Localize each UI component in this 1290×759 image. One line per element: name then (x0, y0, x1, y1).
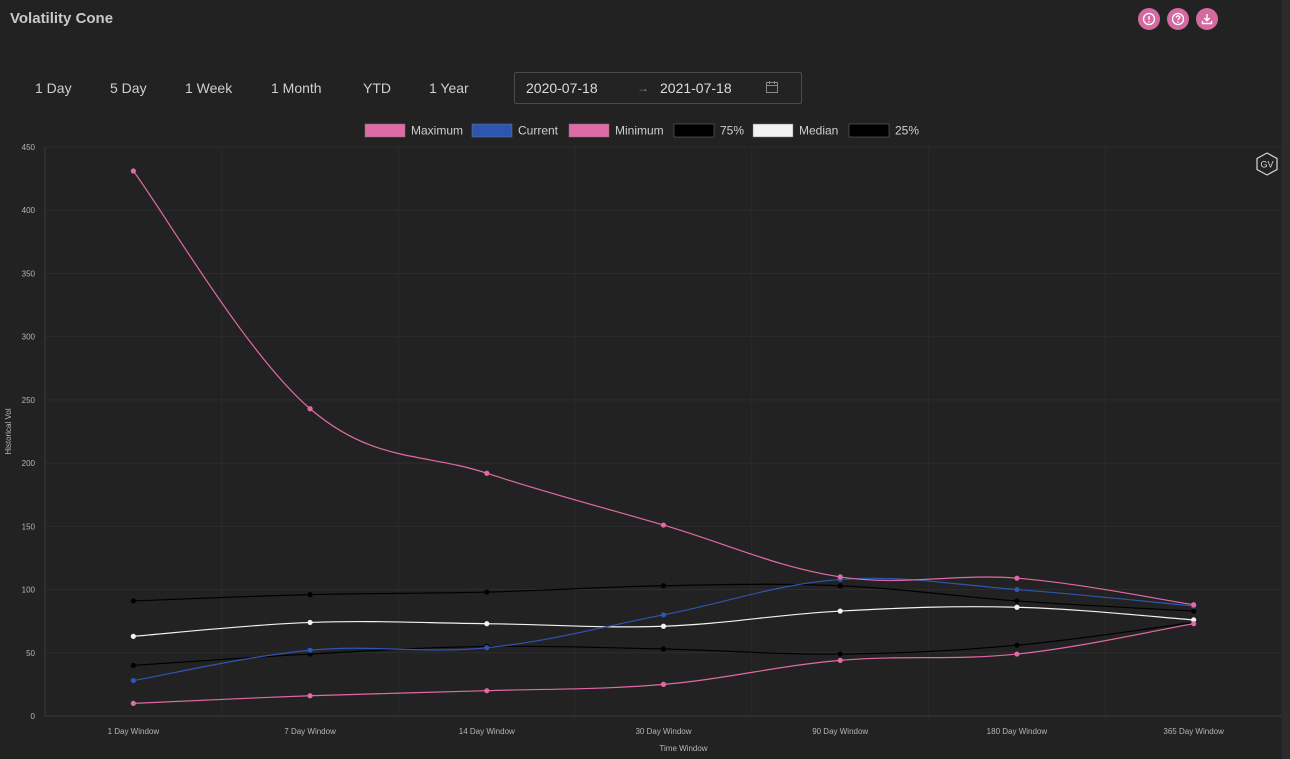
data-point-median (484, 621, 490, 627)
y-tick-label: 250 (22, 396, 36, 405)
data-point-75pct (130, 598, 136, 604)
download-icon (1201, 14, 1213, 25)
info-icon (1142, 12, 1156, 26)
legend-label-25pct: 25% (895, 124, 919, 138)
legend-swatch-75pct (673, 123, 715, 138)
data-point-current (130, 677, 136, 684)
x-tick-label: 365 Day Window (1163, 727, 1224, 736)
series-line-current (133, 577, 1194, 682)
data-point-current (1014, 586, 1020, 593)
info-button[interactable] (1138, 8, 1160, 30)
legend-swatch-maximum (364, 123, 406, 138)
range-5-day-button[interactable]: 5 Day (110, 80, 147, 96)
data-point-minimum (484, 688, 490, 694)
legend-swatch-minimum (568, 123, 610, 138)
x-tick-label: 1 Day Window (108, 727, 160, 736)
help-button[interactable] (1167, 8, 1189, 30)
data-point-maximum (1191, 602, 1197, 608)
data-point-75pct (837, 583, 843, 589)
legend-label-maximum: Maximum (411, 124, 463, 138)
data-point-maximum (307, 406, 313, 412)
range-1-day-button[interactable]: 1 Day (35, 80, 72, 96)
x-tick-label: 7 Day Window (284, 727, 336, 736)
download-button[interactable] (1196, 8, 1218, 30)
date-range-picker[interactable]: 2020-07-18 → 2021-07-18 (514, 72, 802, 104)
legend-swatch-current (471, 123, 513, 138)
data-point-median (1191, 617, 1197, 623)
y-tick-label: 100 (22, 586, 36, 595)
series-line-minimum (133, 623, 1194, 704)
x-tick-label: 180 Day Window (987, 727, 1048, 736)
help-icon (1171, 12, 1185, 26)
y-tick-label: 400 (22, 206, 36, 215)
series-line-maximum (132, 170, 1194, 606)
legend-label-75pct: 75% (720, 124, 744, 138)
data-point-minimum (307, 693, 313, 699)
legend-swatch-25pct (848, 123, 890, 138)
page-title: Volatility Cone (10, 10, 114, 27)
legend-label-minimum: Minimum (615, 124, 664, 138)
data-point-75pct (660, 583, 667, 589)
range-1-month-button[interactable]: 1 Month (271, 80, 322, 96)
data-point-75pct (307, 592, 313, 598)
data-point-maximum (484, 470, 490, 476)
y-tick-label: 300 (22, 333, 36, 342)
series-line-25pct (133, 621, 1194, 667)
data-point-75pct (1014, 598, 1020, 604)
gv-logo: GV (1256, 152, 1278, 176)
range-ytd-button[interactable]: YTD (363, 80, 391, 96)
data-point-median (837, 608, 843, 614)
data-point-maximum (130, 168, 136, 174)
data-point-maximum (1014, 575, 1020, 581)
range-1-year-button[interactable]: 1 Year (429, 80, 469, 96)
data-point-minimum (1191, 621, 1197, 627)
range-1-week-button[interactable]: 1 Week (185, 80, 233, 96)
y-tick-label: 200 (22, 459, 36, 468)
data-point-current (484, 645, 490, 651)
calendar-icon[interactable] (765, 80, 779, 94)
x-axis-title: Time Window (659, 744, 707, 753)
data-point-current (307, 647, 313, 653)
y-axis-title: Historical Vol (4, 408, 13, 454)
data-point-25pct (660, 646, 667, 652)
data-point-25pct (307, 651, 313, 657)
start-date-field[interactable]: 2020-07-18 (526, 80, 598, 96)
data-point-median (1014, 604, 1020, 610)
end-date-field[interactable]: 2021-07-18 (660, 80, 732, 96)
x-tick-label: 30 Day Window (635, 727, 691, 736)
data-point-minimum (837, 657, 843, 663)
data-point-current (660, 612, 667, 618)
legend-label-current: Current (518, 124, 559, 138)
y-tick-label: 350 (22, 269, 36, 278)
data-point-75pct (1191, 608, 1197, 614)
data-point-median (307, 619, 313, 626)
data-point-median (660, 623, 667, 629)
svg-text:GV: GV (1260, 160, 1273, 170)
data-point-maximum (660, 522, 667, 528)
y-tick-label: 50 (26, 649, 35, 658)
data-point-maximum (837, 574, 843, 580)
data-point-minimum (660, 681, 667, 687)
scrollbar-track[interactable] (1282, 0, 1290, 759)
x-tick-label: 14 Day Window (459, 727, 515, 736)
series-line-median (133, 606, 1194, 637)
data-point-25pct (130, 662, 136, 669)
legend-swatch-median (752, 123, 794, 138)
data-point-25pct (1014, 642, 1020, 648)
y-tick-label: 450 (22, 143, 36, 152)
y-tick-label: 150 (22, 522, 36, 531)
data-point-minimum (1014, 651, 1020, 657)
date-range-separator: → (637, 81, 649, 95)
data-point-median (130, 633, 136, 639)
data-point-75pct (484, 589, 490, 595)
x-tick-label: 90 Day Window (812, 727, 868, 736)
data-point-25pct (837, 651, 843, 657)
y-tick-label: 0 (31, 712, 36, 721)
data-point-minimum (130, 700, 136, 706)
legend-label-median: Median (799, 124, 838, 138)
